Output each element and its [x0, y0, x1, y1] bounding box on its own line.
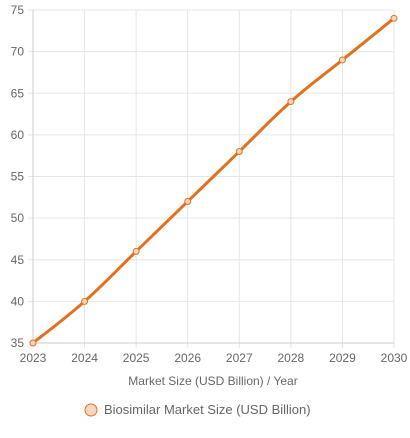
grid — [32, 9, 395, 344]
x-tick-label: 2023 — [20, 351, 47, 365]
y-tick-label: 45 — [11, 253, 25, 267]
data-point[interactable] — [390, 14, 398, 22]
y-tick-label: 40 — [11, 294, 25, 308]
y-tick-label: 65 — [11, 86, 25, 100]
series-layer — [29, 14, 398, 347]
data-point[interactable] — [81, 297, 89, 305]
data-point[interactable] — [235, 148, 243, 156]
x-tick-label: 2025 — [123, 351, 150, 365]
data-point[interactable] — [184, 197, 192, 205]
x-tick-label: 2029 — [329, 351, 356, 365]
data-point[interactable] — [338, 56, 346, 64]
y-tick-label: 60 — [11, 128, 25, 142]
y-tick-label: 55 — [11, 170, 25, 184]
x-tick-label: 2028 — [278, 351, 305, 365]
x-tick-label: 2027 — [226, 351, 253, 365]
y-tick-label: 35 — [11, 336, 25, 350]
y-tick-label: 70 — [11, 45, 25, 59]
axes: 35 40 45 50 55 60 65 70 75 2023 2024 2025 2026 2027 20… — [11, 3, 408, 365]
x-axis-title: Market Size (USD Billion) / Year — [128, 374, 297, 388]
x-tick-label: 2026 — [174, 351, 201, 365]
data-point[interactable] — [132, 247, 140, 255]
x-tick-label: 2030 — [381, 351, 408, 365]
series-line — [31, 16, 396, 345]
y-tick-label: 50 — [11, 211, 25, 225]
legend-marker — [84, 403, 98, 417]
legend[interactable]: Biosimilar Market Size (USD Billion) — [84, 402, 311, 417]
y-tick-label: 75 — [11, 3, 25, 17]
data-point[interactable] — [29, 339, 37, 347]
data-point[interactable] — [287, 98, 295, 106]
legend-label: Biosimilar Market Size (USD Billion) — [104, 402, 311, 417]
x-tick-label: 2024 — [71, 351, 98, 365]
